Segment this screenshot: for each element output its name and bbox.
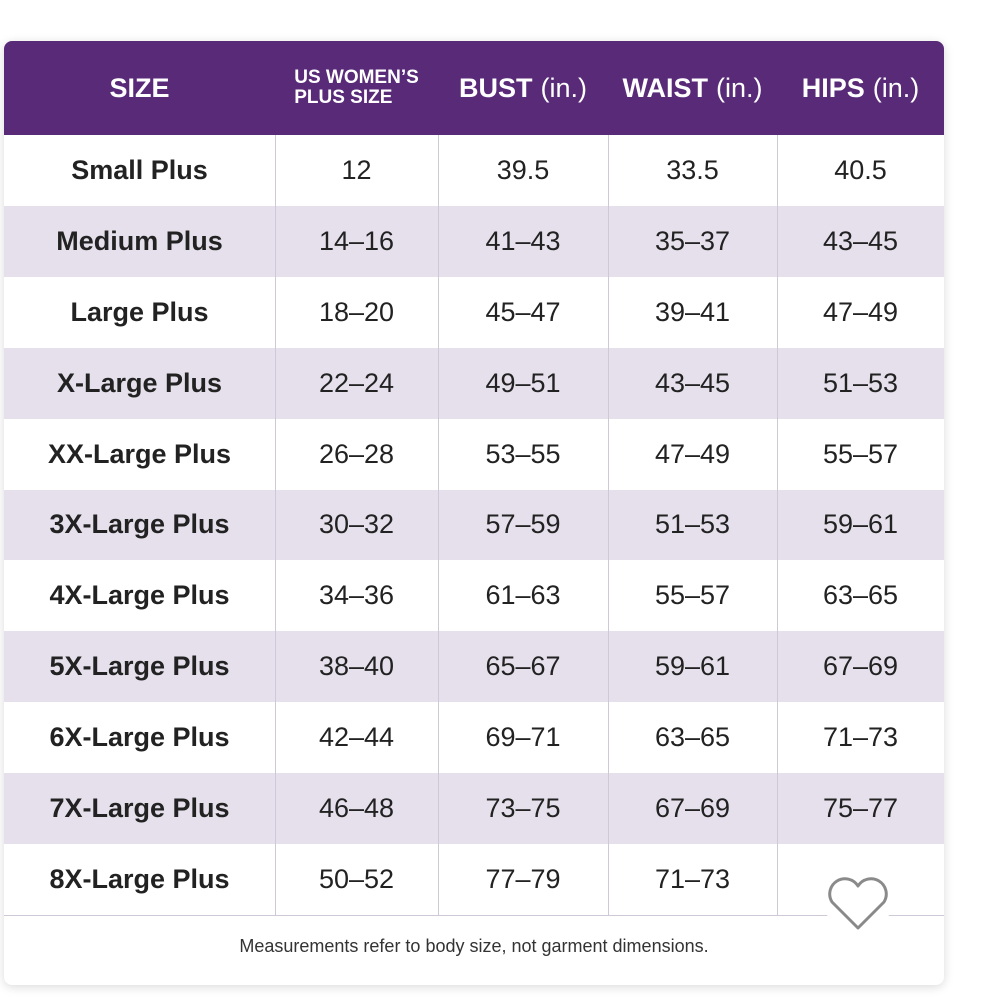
column-divider: [438, 135, 439, 915]
measurement: 51–53: [654, 509, 731, 540]
measurement: 35–37: [654, 225, 731, 256]
header-text: SIZE: [109, 73, 169, 104]
measurement: 71–73: [654, 863, 731, 894]
size-label: 8X-Large Plus: [49, 863, 230, 894]
size-label: XX-Large Plus: [47, 438, 232, 469]
header-line: BUST: [459, 72, 533, 103]
measurement: 45–47: [485, 296, 561, 327]
row-band: [4, 418, 944, 490]
measurement: 71–73: [822, 722, 899, 753]
column-header: BUST (in.): [438, 41, 608, 135]
size-label: 6X-Large Plus: [49, 722, 230, 753]
measurement: 38–40: [318, 651, 395, 682]
size-label: 5X-Large Plus: [49, 651, 230, 682]
measurement: 39–41: [654, 296, 731, 327]
measurement: 18–20: [318, 296, 395, 327]
measurement: 42–44: [318, 722, 395, 753]
measurement: 47–49: [654, 438, 731, 469]
measurement: 33.5: [666, 154, 719, 185]
size-label: Small Plus: [71, 154, 208, 185]
measurement: 43–45: [654, 367, 731, 398]
row-band: [4, 560, 944, 632]
measurement: 61–63: [485, 580, 561, 611]
column-header: US WOMEN’S PLUS SIZE: [275, 41, 438, 135]
header-text: HIPS (in.): [802, 73, 920, 104]
size-chart: Measurements refer to body size, not gar…: [4, 41, 944, 985]
header-unit: (in.): [540, 72, 588, 103]
size-label: 4X-Large Plus: [49, 580, 230, 611]
measurement: 49–51: [485, 367, 561, 398]
measurement: 53–55: [485, 438, 561, 469]
measurement: 47–49: [822, 296, 899, 327]
measurement: 43–45: [822, 225, 899, 256]
heart-icon: [828, 877, 888, 930]
measurement: 14–16: [318, 225, 395, 256]
measurement: 30–32: [318, 509, 395, 540]
measurement: 75–77: [822, 793, 899, 824]
measurement: 63–65: [822, 580, 899, 611]
measurement: 40.5: [834, 154, 887, 185]
size-label: Medium Plus: [56, 225, 223, 256]
measurement: 63–65: [654, 722, 731, 753]
measurement: 77–79: [485, 863, 561, 894]
row-band: [4, 844, 944, 915]
column-divider: [275, 135, 276, 915]
measurement: 55–57: [654, 580, 731, 611]
header-text: US WOMEN’S PLUS SIZE: [294, 68, 419, 108]
measurement: 46–48: [318, 793, 395, 824]
favorite-button[interactable]: [818, 866, 898, 936]
column-header: WAIST (in.): [608, 41, 777, 135]
row-band: [4, 489, 944, 561]
measurement: 39.5: [496, 154, 550, 185]
row-band: [4, 702, 944, 774]
size-label: 3X-Large Plus: [49, 509, 230, 540]
measurement: 51–53: [822, 367, 899, 398]
header-unit: (in.): [716, 72, 763, 103]
measurement: 55–57: [822, 438, 899, 469]
measurement: 67–69: [654, 793, 731, 824]
row-band: [4, 276, 944, 348]
measurement: 73–75: [485, 793, 561, 824]
measurement: 59–61: [654, 651, 731, 682]
measurement: 26–28: [318, 438, 395, 469]
header-line: SIZE: [109, 72, 170, 103]
size-label: Large Plus: [70, 296, 209, 327]
column-header: HIPS (in.): [777, 41, 944, 135]
row-band: [4, 773, 944, 844]
favorite-bg: [824, 867, 892, 935]
table-bottom-rule: [4, 914, 944, 916]
header-text: BUST (in.): [459, 73, 587, 104]
column-divider: [608, 135, 609, 915]
measurement: 34–36: [318, 580, 395, 611]
size-label: 7X-Large Plus: [49, 793, 230, 824]
row-band: [4, 205, 944, 277]
header-band: [4, 41, 944, 135]
column-divider: [777, 135, 778, 915]
header-line: WAIST: [622, 72, 709, 103]
size-label: X-Large Plus: [56, 367, 223, 398]
measurement: 12: [341, 154, 372, 185]
header-line: PLUS SIZE: [294, 87, 393, 108]
row-band: [4, 347, 944, 419]
measurement: 65–67: [485, 651, 561, 682]
row-band: [4, 631, 944, 703]
measurement: 69–71: [485, 722, 561, 753]
measurement: 59–61: [822, 509, 899, 540]
footnote: Measurements refer to body size, not gar…: [239, 936, 709, 956]
column-header: SIZE: [4, 41, 275, 135]
measurement: 41–43: [485, 225, 561, 256]
measurement: 22–24: [318, 367, 395, 398]
header-text: WAIST (in.): [623, 73, 763, 104]
header-line: HIPS: [801, 72, 865, 103]
measurement: 50–52: [318, 863, 395, 894]
row-band: [4, 135, 944, 206]
measurement: 57–59: [485, 509, 561, 540]
header-line: US WOMEN’S: [294, 67, 419, 88]
header-unit: (in.): [872, 72, 920, 103]
measurement: 67–69: [822, 651, 899, 682]
